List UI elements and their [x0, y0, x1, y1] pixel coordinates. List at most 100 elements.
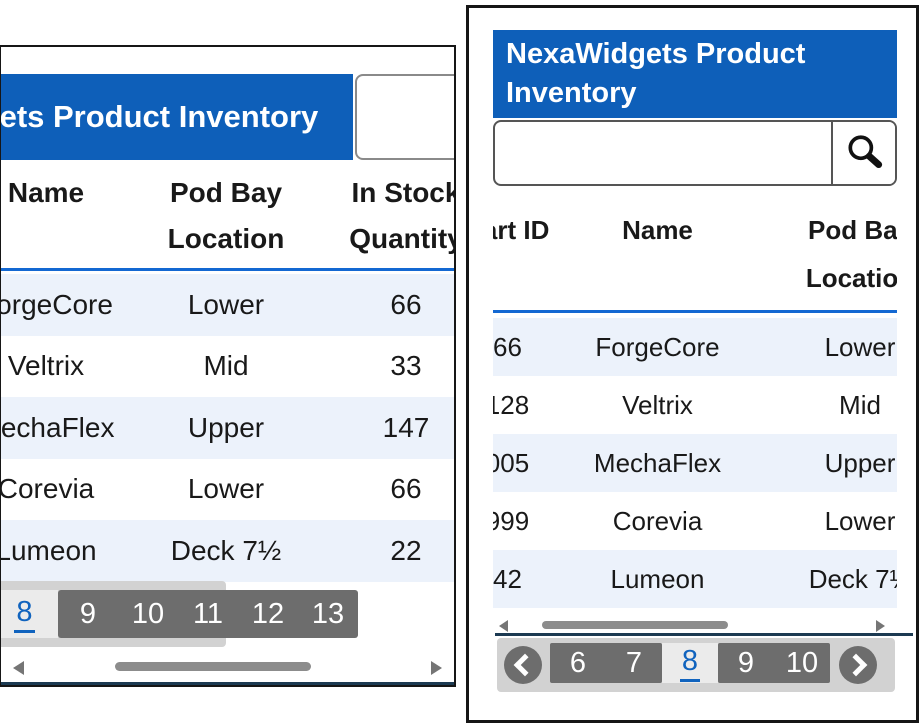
cell-name: Corevia [612, 505, 703, 536]
current-page-number: 8 [14, 596, 35, 633]
table-row: 005 MechaFlex Upper 147 [493, 434, 897, 492]
cell-name: ForgeCore [1, 288, 113, 320]
product-table: Part ID Name Pod Bay Location In Stock Q… [0, 160, 456, 582]
cell-part-id: 42 [493, 563, 522, 594]
cell-pod-bay: Deck 7½ [170, 534, 282, 566]
cell-pod-bay: Upper [824, 447, 896, 478]
cell-pod-bay: Lower [824, 331, 896, 362]
cell-part-id: 005 [493, 447, 530, 478]
table-row: 999 Corevia Lower 66 [0, 459, 454, 521]
cell-pod-bay: Lower [187, 473, 265, 505]
cell-part-id: 999 [493, 505, 530, 536]
table-row: 005 MechaFlex Upper 147 [0, 397, 454, 459]
page-button[interactable]: 13 [311, 597, 345, 630]
cell-pod-bay: Lower [824, 505, 896, 536]
page-button-group: 9 10 [718, 643, 830, 683]
cell-quantity: 147 [382, 411, 430, 443]
app-title-bar: NexaWidgets Product Inventory [0, 74, 353, 160]
table-row: 42 Lumeon Deck 7½ 22 [0, 520, 454, 582]
pagination-bar: 6 7 8 9 10 [497, 638, 895, 692]
chevron-left-icon [513, 653, 537, 677]
cell-quantity: 33 [390, 350, 422, 382]
cell-part-id: 66 [493, 331, 522, 362]
previous-page-button[interactable] [504, 646, 542, 684]
column-header-pod-bay: Pod Bay Location [167, 177, 285, 254]
table-header-row: Part ID Name Pod Bay Location In Stock Q… [493, 198, 897, 310]
table-row: 128 Veltrix Mid 33 [493, 376, 897, 434]
page-button-group: 9 10 11 12 13 [58, 590, 358, 638]
cell-part-id: 128 [493, 389, 530, 420]
inventory-panel-narrow: NexaWidgets Product Inventory Part ID Na… [466, 5, 919, 723]
chevron-right-icon [844, 653, 868, 677]
cell-quantity: 66 [390, 473, 422, 505]
cell-pod-bay: Upper [187, 411, 265, 443]
scrollbar-thumb[interactable] [115, 662, 311, 671]
table-body: 66 ForgeCore Lower 66 128 Veltrix Mid 33… [493, 318, 897, 608]
table-row: 42 Lumeon Deck 7½ 22 [493, 550, 897, 608]
cell-name: Lumeon [0, 534, 97, 566]
page-button-group: 6 7 [550, 643, 662, 683]
cell-name: MechaFlex [593, 447, 722, 478]
triangle-left-icon[interactable] [499, 620, 508, 632]
triangle-right-icon[interactable] [431, 661, 442, 675]
panel-bottom-rule [1, 682, 454, 685]
column-header-part-id: Part ID [493, 215, 550, 245]
page-button[interactable]: 10 [131, 597, 165, 630]
cell-pod-bay: Mid [839, 389, 881, 420]
table-row: 999 Corevia Lower 66 [493, 492, 897, 550]
column-header-name: Name [622, 215, 693, 245]
page-button[interactable]: 9 [737, 646, 755, 679]
horizontal-scrollbar[interactable] [493, 616, 897, 634]
page-button-current[interactable]: 8 [1, 590, 58, 638]
product-table: Part ID Name Pod Bay Location In Stock Q… [493, 198, 897, 608]
search-input[interactable] [357, 76, 454, 158]
current-page-number: 8 [679, 645, 701, 682]
horizontal-scrollbar[interactable] [5, 658, 450, 676]
column-header-name: Name [7, 177, 85, 208]
triangle-left-icon[interactable] [13, 661, 24, 675]
cell-name: MechaFlex [0, 411, 115, 443]
cell-name: ForgeCore [595, 331, 720, 362]
cell-pod-bay: Lower [187, 288, 265, 320]
page-title: NexaWidgets Product Inventory [0, 99, 319, 134]
column-header-quantity: In Stock Quantity [349, 177, 456, 254]
table-scroll-viewport: Part ID Name Pod Bay Location In Stock Q… [493, 198, 897, 610]
scrollbar-thumb[interactable] [542, 621, 728, 629]
page-button[interactable]: 9 [79, 597, 97, 630]
table-row: 128 Veltrix Mid 33 [1, 336, 454, 398]
cell-name: Lumeon [610, 563, 705, 594]
page-button[interactable]: 10 [785, 646, 819, 679]
inventory-panel-wide: NexaWidgets Product Inventory Part ID [0, 45, 456, 687]
pagination-bar: 8 9 10 11 12 13 [1, 581, 358, 647]
table-header-row: Part ID Name Pod Bay Location In Stock Q… [1, 160, 456, 268]
app-title-bar: NexaWidgets Product Inventory [493, 30, 897, 118]
search-box [493, 120, 897, 186]
next-page-button[interactable] [839, 646, 877, 684]
page-button[interactable]: 7 [625, 646, 643, 679]
table-row: 66 ForgeCore Lower 66 [493, 318, 897, 376]
triangle-right-icon[interactable] [876, 620, 885, 632]
magnifier-icon [844, 132, 884, 175]
scrolled-content: NexaWidgets Product Inventory Part ID [0, 47, 456, 685]
cell-name: Veltrix [622, 389, 693, 420]
table-row: 66 ForgeCore Lower 66 [1, 274, 454, 336]
page-button-current[interactable]: 8 [662, 643, 718, 683]
cell-pod-bay: Mid [203, 350, 249, 382]
cell-quantity: 22 [390, 534, 422, 566]
search-box [355, 74, 454, 160]
page-button[interactable]: 12 [251, 597, 285, 630]
cell-quantity: 66 [390, 288, 422, 320]
page-button[interactable]: 6 [569, 646, 587, 679]
header-accent-rule [1, 268, 454, 271]
table-body: 66 ForgeCore Lower 66 128 Veltrix Mid 33… [0, 274, 454, 582]
cell-name: Corevia [0, 473, 95, 505]
search-button[interactable] [831, 122, 895, 184]
page-button[interactable]: 11 [192, 597, 224, 630]
column-header-pod-bay: Pod Bay Location [805, 215, 897, 293]
header-accent-rule [493, 310, 897, 313]
cell-pod-bay: Deck 7½ [808, 563, 897, 594]
search-input[interactable] [495, 122, 845, 184]
cell-name: Veltrix [7, 350, 85, 382]
grid-bottom-rule [495, 633, 913, 636]
